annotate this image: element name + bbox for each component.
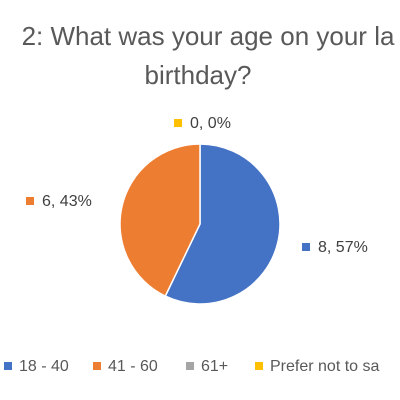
pie-slice-41-60	[119, 143, 201, 298]
pie-slice-18-40	[164, 143, 281, 305]
chart-title-line-2: birthday?	[145, 60, 252, 90]
data-label-marker-18-40	[302, 243, 310, 251]
data-label-marker-41-60	[26, 197, 34, 205]
legend-swatch-41-60	[93, 362, 101, 370]
legend-swatch-prefer-not-to-say	[255, 362, 263, 370]
data-label-marker-prefer	[174, 119, 182, 127]
legend-label-41-60: 41 - 60	[108, 358, 158, 375]
data-label-prefer-not-to-say: 0, 0%	[190, 115, 231, 132]
data-label-41-60: 6, 43%	[42, 193, 92, 210]
legend-label-18-40: 18 - 40	[19, 358, 69, 375]
legend-swatch-18-40	[4, 362, 12, 370]
chart-title-line-1: 2: What was your age on your la	[22, 21, 395, 51]
pie-slices	[119, 143, 281, 305]
legend-label-61-plus: 61+	[201, 358, 228, 375]
data-label-18-40: 8, 57%	[318, 239, 368, 256]
legend-label-prefer-not-to-say: Prefer not to sa	[270, 358, 379, 375]
legend-swatch-61-plus	[186, 362, 194, 370]
legend: 18 - 40 41 - 60 61+ Prefer not to sa	[4, 358, 379, 375]
